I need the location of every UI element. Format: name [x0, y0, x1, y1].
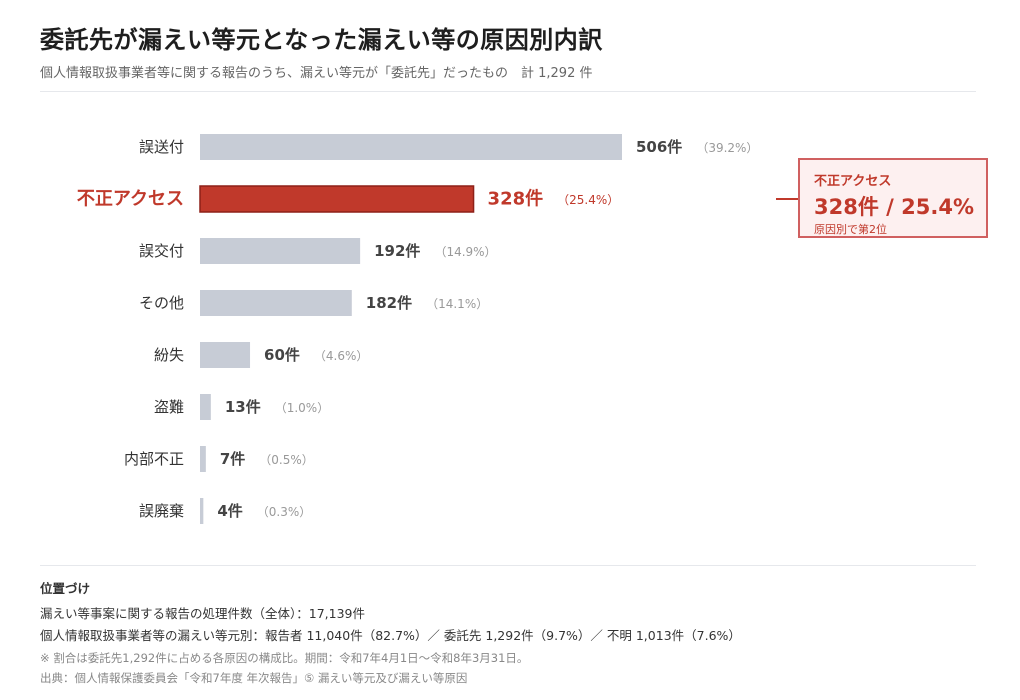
percent-label: （39.2%）	[696, 141, 758, 155]
percent-label: （14.9%）	[434, 245, 496, 259]
percent-label: （0.3%）	[257, 505, 312, 519]
source-note: 出典：個人情報保護委員会「令和7年度 年次報告」⑤ 漏えい等元及び漏えい等原因	[40, 671, 468, 685]
bar-highlight	[199, 185, 475, 213]
percent-label: （0.5%）	[259, 453, 314, 467]
value-label: 60件	[264, 346, 300, 364]
header-divider	[40, 91, 976, 92]
callout-connector	[776, 198, 798, 200]
page-subtitle: 個人情報取扱事業者等に関する報告のうち、漏えい等元が「委託先」だったもの 計 1…	[40, 66, 593, 81]
page-title: 委託先が漏えい等元となった漏えい等の原因別内訳	[40, 26, 603, 54]
context-heading: 位置づけ	[40, 581, 91, 596]
value-label: 13件	[225, 398, 261, 416]
value-label: 328件	[488, 188, 544, 210]
category-label: 紛失	[154, 346, 184, 364]
value-label: 4件	[217, 502, 242, 520]
category-label: 誤交付	[139, 242, 184, 260]
category-label: 不正アクセス	[77, 189, 184, 210]
category-label: 誤廃棄	[139, 502, 184, 520]
bar	[200, 134, 622, 160]
context-section: 位置づけ 漏えい等事案に関する報告の処理件数（全体）：17,139件 個人情報取…	[40, 578, 741, 647]
bar	[200, 446, 206, 472]
value-label: 506件	[636, 138, 682, 156]
category-label: 誤送付	[139, 138, 184, 156]
percent-label: （25.4%）	[557, 193, 619, 207]
bar-chart: 誤送付 506件 （39.2%） 不正アクセス 328件 （25.4%） 誤交付 192件 （1…	[77, 134, 758, 524]
value-label: 182件	[366, 294, 412, 312]
bar	[200, 290, 352, 316]
value-label: 7件	[220, 450, 245, 468]
context-line-breakdown: 個人情報取扱事業者等の漏えい等元別：報告者 11,040件（82.7%）／ 委託…	[40, 628, 741, 643]
bar	[200, 394, 211, 420]
value-label: 192件	[374, 242, 420, 260]
percent-label: （14.1%）	[426, 297, 488, 311]
callout-note: 原因別で第2位	[814, 223, 887, 236]
callout-value: 328件 / 25.4%	[814, 195, 974, 219]
percent-label: （4.6%）	[314, 349, 369, 363]
notes-section: ※ 割合は委託先1,292件に占める各原因の構成比。期間：令和7年4月1日～令和…	[40, 650, 528, 690]
percent-label: （1.0%）	[275, 401, 330, 415]
highlight-callout: 不正アクセス 328件 / 25.4% 原因別で第2位	[798, 158, 988, 238]
bar	[200, 498, 204, 524]
bar	[200, 342, 251, 368]
category-label: 盗難	[154, 398, 184, 416]
context-line-total: 漏えい等事案に関する報告の処理件数（全体）：17,139件	[40, 606, 365, 621]
category-label: 内部不正	[124, 450, 184, 468]
category-label: その他	[139, 294, 184, 312]
footnote: ※ 割合は委託先1,292件に占める各原因の構成比。期間：令和7年4月1日～令和…	[40, 651, 529, 665]
footer-divider	[40, 565, 976, 566]
bar	[200, 238, 361, 264]
callout-label: 不正アクセス	[814, 174, 892, 189]
